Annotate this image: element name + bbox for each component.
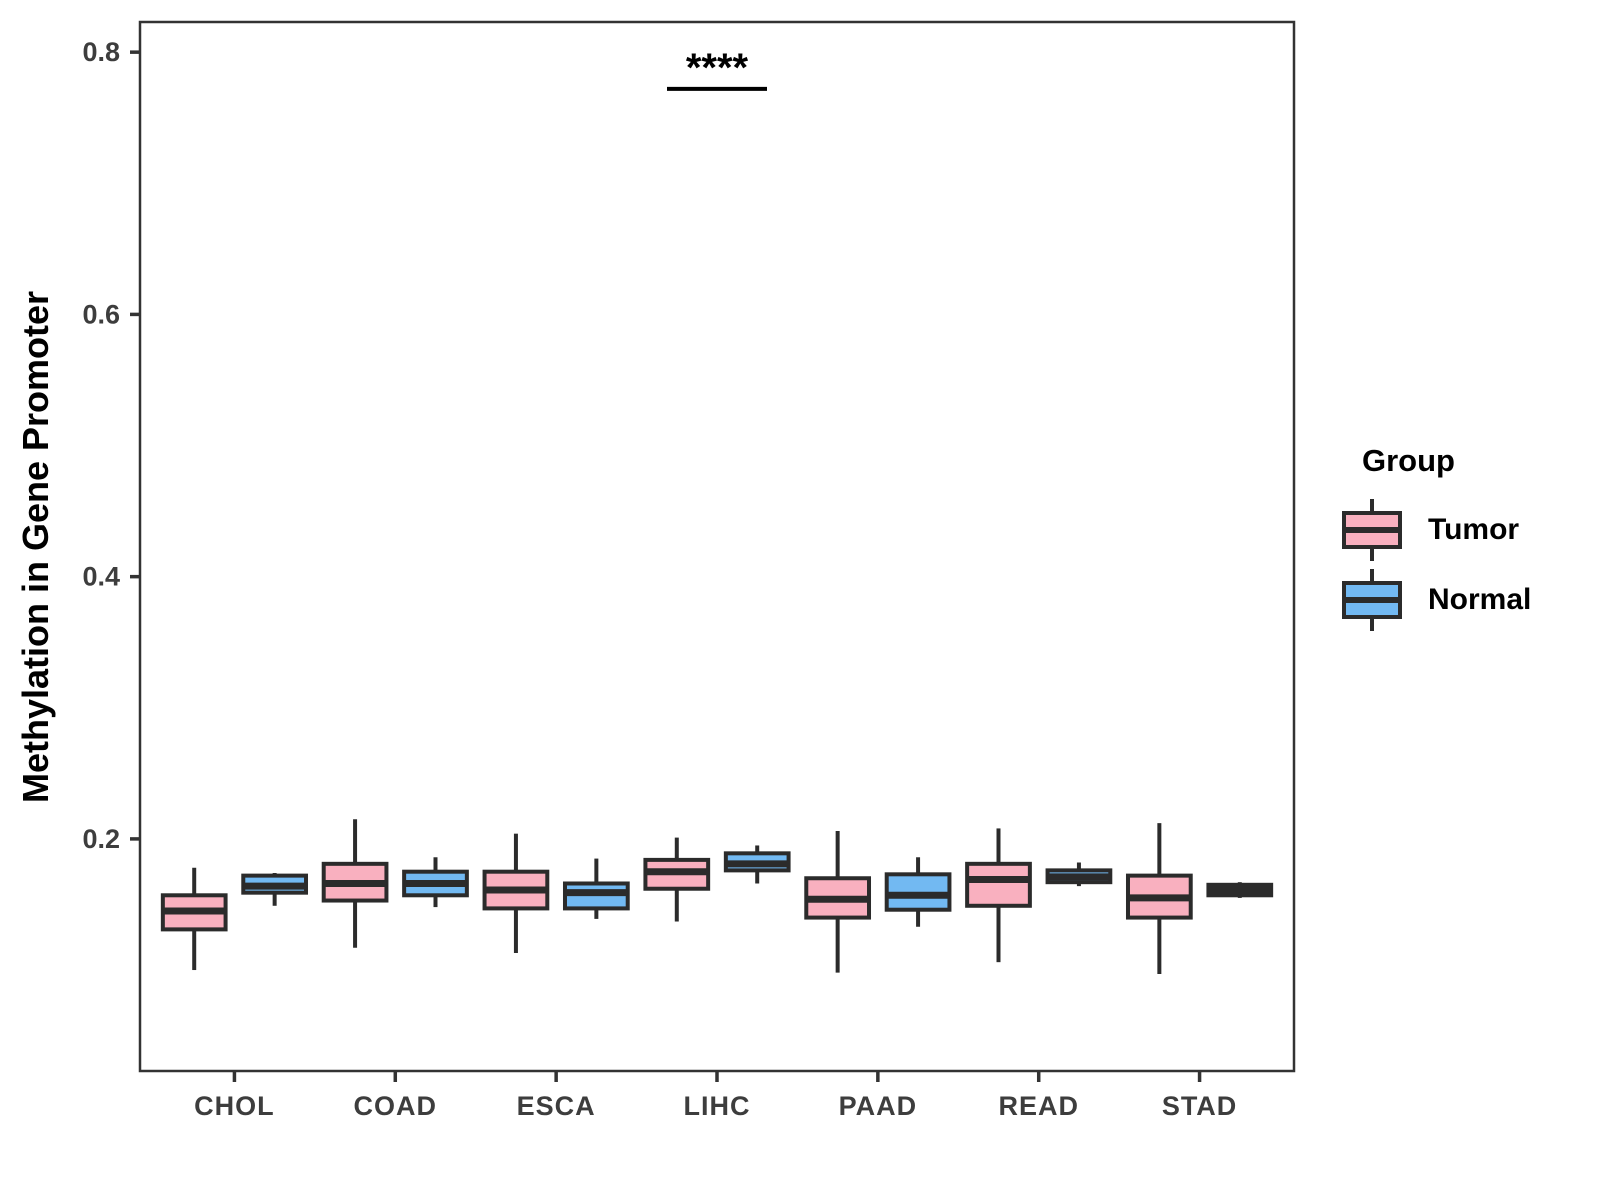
legend: Group Tumor Normal: [1340, 443, 1531, 635]
box-tumor-read: [965, 861, 1032, 908]
y-tick-label: 0.2: [82, 824, 120, 854]
x-tick-label-chol: CHOL: [194, 1091, 275, 1121]
x-tick-label-esca: ESCA: [517, 1091, 596, 1121]
legend-title: Group: [1362, 443, 1455, 478]
boxplot-glyph-normal-icon: [1342, 569, 1402, 631]
legend-label-tumor: Tumor: [1428, 513, 1520, 546]
x-tick-label-lihc: LIHC: [684, 1091, 751, 1121]
x-tick-label-read: READ: [998, 1091, 1079, 1121]
x-tick-label-stad: STAD: [1162, 1091, 1238, 1121]
panel-border: [138, 20, 1296, 1073]
y-tick-label: 0.6: [82, 299, 120, 329]
y-axis-title: Methylation in Gene Promoter: [15, 290, 56, 804]
x-tick-label-coad: COAD: [354, 1091, 438, 1121]
legend-item-normal: Normal: [1340, 565, 1531, 635]
legend-label-normal: Normal: [1428, 583, 1532, 616]
x-tick-label-paad: PAAD: [839, 1091, 918, 1121]
y-tick-label: 0.8: [82, 37, 120, 67]
significance-stars: ****: [686, 46, 749, 90]
y-tick-label: 0.4: [82, 562, 120, 592]
legend-item-tumor: Tumor: [1340, 495, 1531, 565]
boxplot-glyph-tumor-icon: [1342, 499, 1402, 561]
